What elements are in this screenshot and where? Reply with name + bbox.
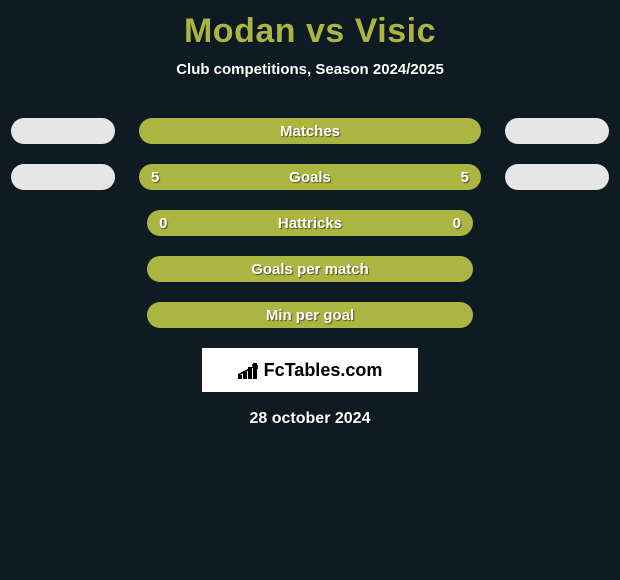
- comparison-card: Modan vs Visic Club competitions, Season…: [0, 0, 620, 580]
- stat-left-value: 5: [151, 169, 159, 186]
- stat-pill: Min per goal: [147, 302, 473, 328]
- stat-label: Min per goal: [266, 307, 354, 324]
- stat-row-hattricks: 0 Hattricks 0: [0, 210, 620, 236]
- branding-box: FcTables.com: [202, 348, 418, 392]
- stat-pill: 0 Hattricks 0: [147, 210, 473, 236]
- page-subtitle: Club competitions, Season 2024/2025: [0, 61, 620, 78]
- right-side-pill: [505, 118, 609, 144]
- stat-row-goals: 5 Goals 5: [0, 164, 620, 190]
- stat-label: Hattricks: [278, 215, 342, 232]
- stats-area: Matches 5 Goals 5 0 Hattricks 0: [0, 118, 620, 428]
- right-side-pill: [505, 164, 609, 190]
- stat-pill: Goals per match: [147, 256, 473, 282]
- stat-label: Goals per match: [251, 261, 369, 278]
- left-side-pill: [11, 118, 115, 144]
- stat-left-value: 0: [159, 215, 167, 232]
- page-title: Modan vs Visic: [0, 0, 620, 51]
- stat-label: Goals: [289, 169, 331, 186]
- stat-pill: Matches: [139, 118, 481, 144]
- footer-date: 28 october 2024: [0, 410, 620, 428]
- stat-row-gpm: Goals per match: [0, 256, 620, 282]
- stat-label: Matches: [280, 123, 340, 140]
- bar-chart-icon: [238, 361, 260, 379]
- stat-row-mpg: Min per goal: [0, 302, 620, 328]
- stat-right-value: 0: [453, 215, 461, 232]
- left-side-pill: [11, 164, 115, 190]
- stat-right-value: 5: [461, 169, 469, 186]
- stat-row-matches: Matches: [0, 118, 620, 144]
- stat-pill: 5 Goals 5: [139, 164, 481, 190]
- branding-text: FcTables.com: [264, 360, 383, 381]
